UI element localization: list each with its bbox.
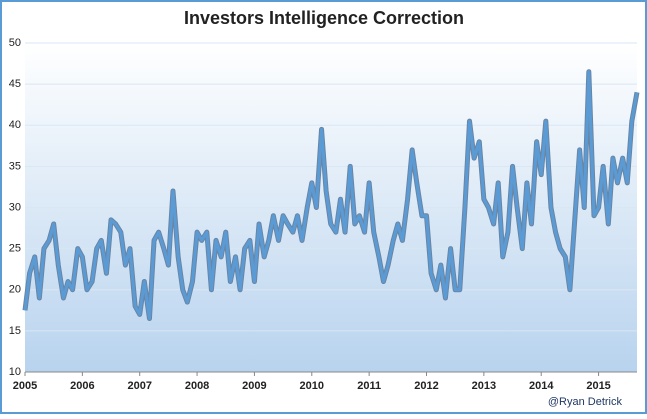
x-tick-label: 2008 <box>185 380 209 392</box>
y-tick-label: 50 <box>9 37 21 49</box>
y-tick-label: 10 <box>9 366 21 378</box>
x-tick-label: 2013 <box>472 380 496 392</box>
x-tick-label: 2012 <box>414 380 438 392</box>
y-tick-label: 45 <box>9 78 21 90</box>
x-tick-label: 2014 <box>529 380 554 392</box>
y-tick-label: 30 <box>9 201 21 213</box>
x-tick-label: 2011 <box>357 380 381 392</box>
chart-title: Investors Intelligence Correction <box>184 8 464 28</box>
y-tick-label: 15 <box>9 325 21 337</box>
series-line <box>23 70 639 321</box>
x-tick-label: 2005 <box>13 380 37 392</box>
y-tick-label: 40 <box>9 119 21 131</box>
y-tick-label: 20 <box>9 284 21 296</box>
annotation: @Ryan Detrick <box>548 396 623 408</box>
x-tick-label: 2007 <box>127 380 151 392</box>
y-tick-label: 35 <box>9 160 21 172</box>
y-tick-label: 25 <box>9 243 21 255</box>
x-tick-label: 2006 <box>70 380 94 392</box>
x-tick-label: 2015 <box>586 380 610 392</box>
x-tick-label: 2009 <box>242 380 266 392</box>
x-tick-label: 2010 <box>300 380 324 392</box>
